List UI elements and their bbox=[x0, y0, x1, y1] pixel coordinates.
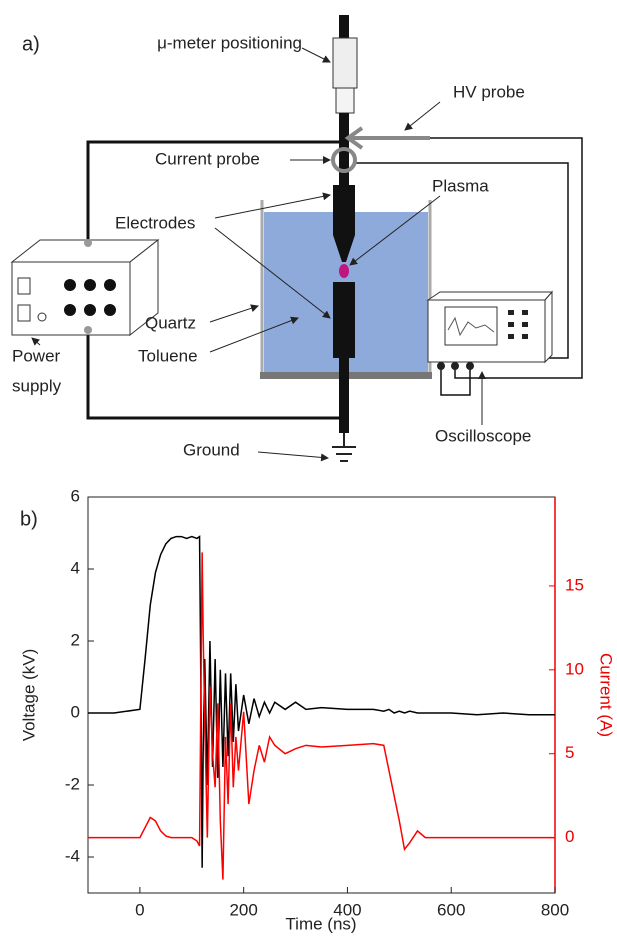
micrometer bbox=[335, 87, 355, 114]
rod bbox=[339, 15, 349, 45]
x-axis-label: Time (ns) bbox=[285, 914, 356, 933]
y-tick-label: -4 bbox=[65, 846, 80, 865]
wire bbox=[86, 330, 343, 420]
label: Quartz bbox=[145, 313, 196, 332]
y2-tick-label: 5 bbox=[565, 743, 574, 762]
panel-label: a) bbox=[22, 33, 40, 55]
label: Oscilloscope bbox=[435, 426, 531, 445]
label: Toluene bbox=[138, 346, 198, 365]
label: supply bbox=[12, 376, 62, 395]
diagram: a) μ-meter positioning HV probe Current … bbox=[10, 15, 583, 462]
y2-tick-label: 10 bbox=[565, 659, 584, 678]
micrometer bbox=[332, 37, 358, 89]
electrode bbox=[333, 185, 355, 262]
x-tick-label: 800 bbox=[541, 900, 569, 919]
label: Ground bbox=[183, 440, 240, 459]
plasma bbox=[339, 264, 349, 278]
y2-axis-label: Current (A) bbox=[597, 653, 616, 737]
label: HV probe bbox=[453, 82, 525, 101]
rod bbox=[339, 358, 349, 433]
wire bbox=[440, 367, 471, 396]
oscilloscope bbox=[426, 291, 554, 301]
y2-tick-label: 0 bbox=[565, 827, 574, 846]
y-tick-label: 4 bbox=[71, 558, 80, 577]
hv-probe bbox=[344, 126, 364, 150]
x-tick-label: 0 bbox=[135, 900, 144, 919]
electrode bbox=[333, 282, 355, 358]
y2-tick-label: 15 bbox=[565, 575, 584, 594]
x-tick-label: 600 bbox=[437, 900, 465, 919]
y-axis-label: Voltage (kV) bbox=[19, 649, 38, 742]
y-tick-label: 6 bbox=[71, 486, 80, 505]
current-probe bbox=[331, 147, 357, 173]
x-tick-label: 400 bbox=[333, 900, 361, 919]
panel-label: b) bbox=[20, 508, 38, 530]
power-supply bbox=[11, 261, 131, 336]
ground-symbol bbox=[332, 433, 356, 462]
label: Plasma bbox=[432, 176, 489, 195]
label: Electrodes bbox=[115, 213, 195, 232]
label: Power bbox=[12, 346, 61, 365]
x-tick-label: 200 bbox=[229, 900, 257, 919]
chart: b) Time (ns) Voltage (kV) Current (A) 0 2… bbox=[19, 486, 615, 933]
y-tick-label: 2 bbox=[71, 630, 80, 649]
label: μ-meter positioning bbox=[157, 33, 302, 52]
y-tick-label: 0 bbox=[71, 702, 80, 721]
y-tick-label: -2 bbox=[65, 774, 80, 793]
wire bbox=[86, 140, 343, 243]
series-line bbox=[88, 552, 555, 880]
plot-frame bbox=[87, 496, 556, 894]
wire bbox=[430, 137, 583, 379]
series-line bbox=[88, 535, 555, 868]
label: Current probe bbox=[155, 149, 260, 168]
